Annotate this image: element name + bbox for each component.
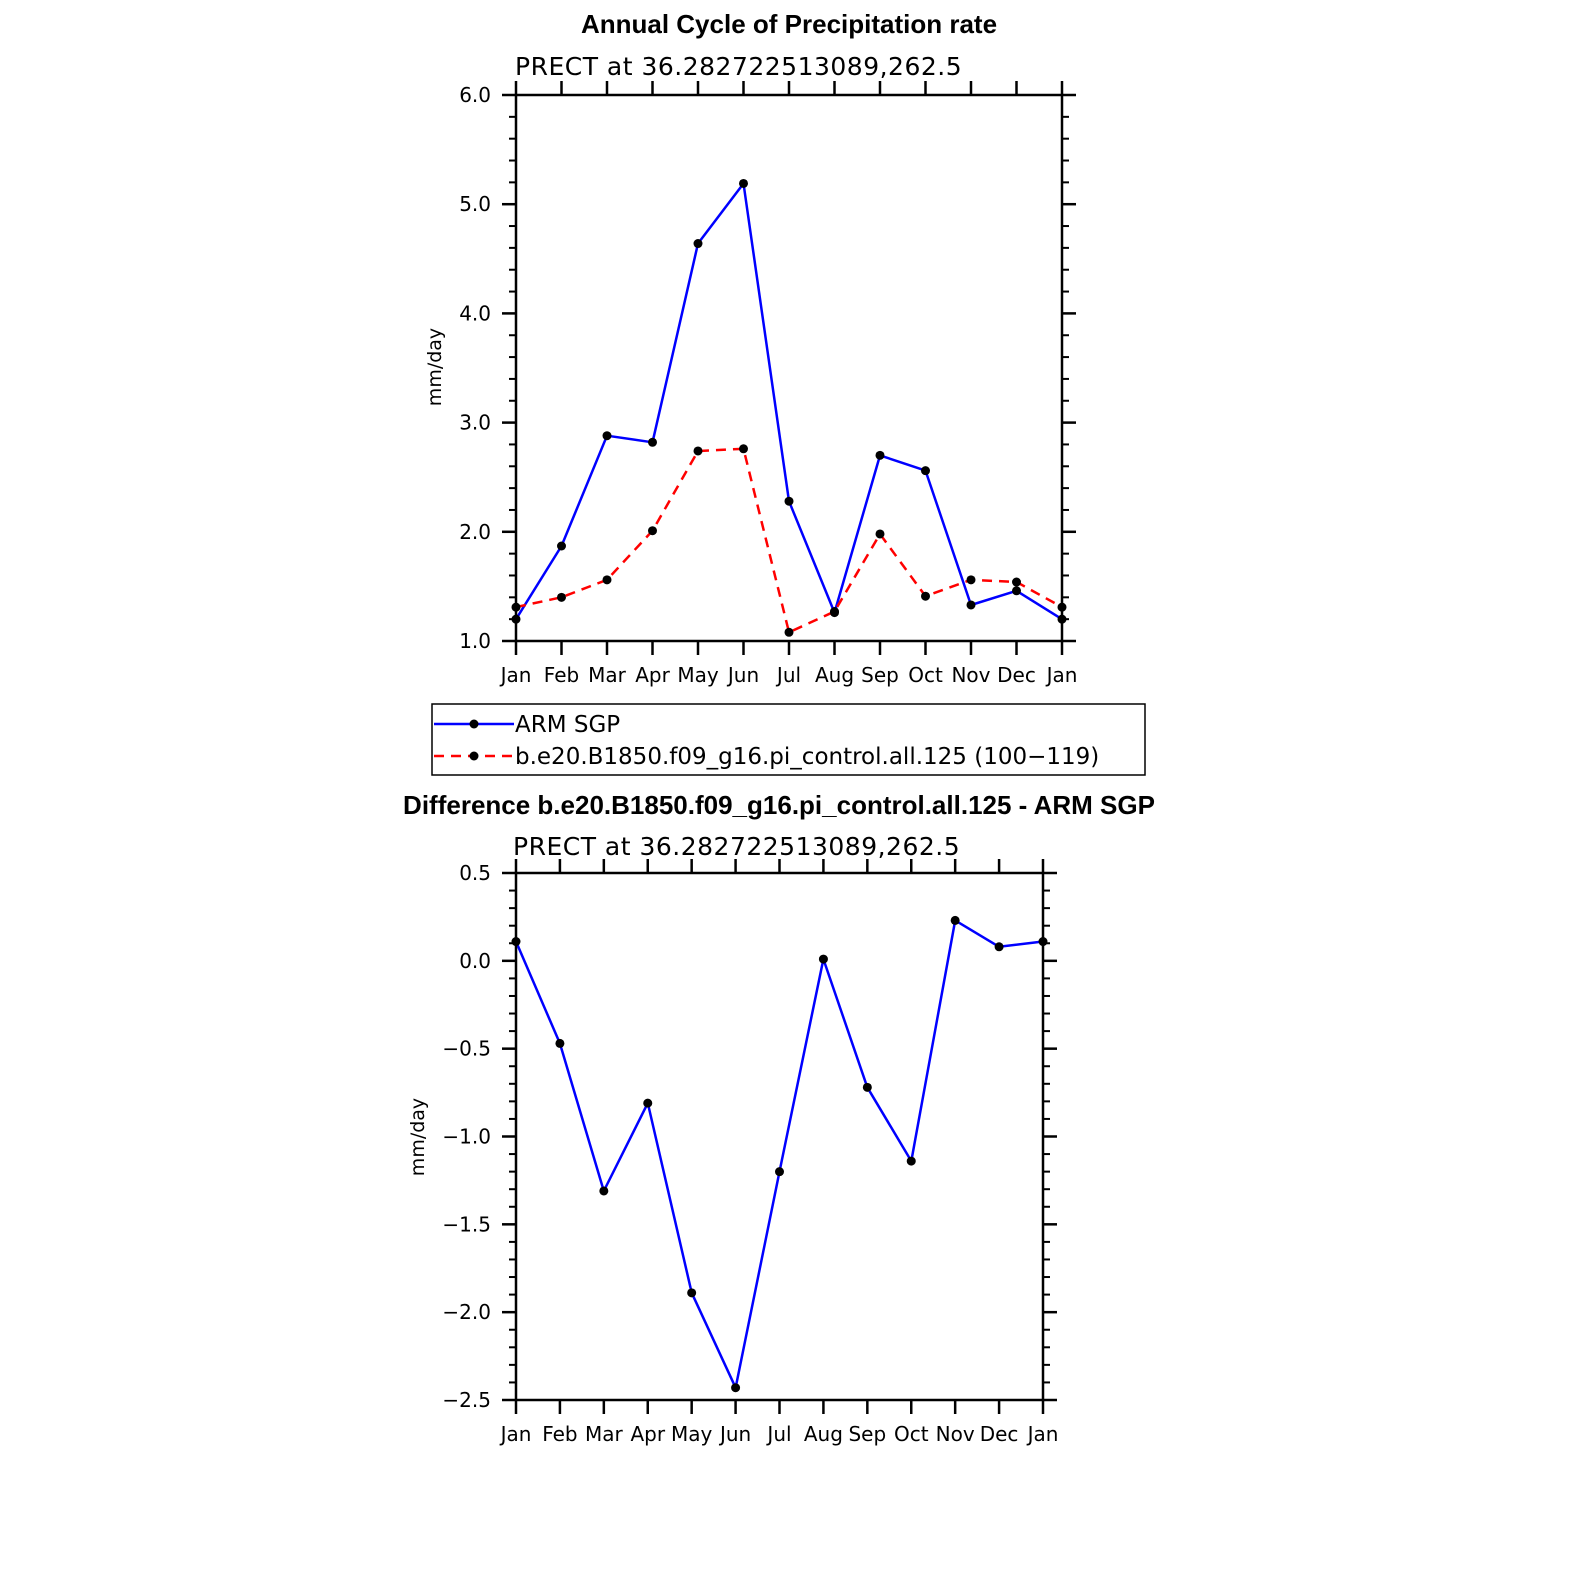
- data-point: [906, 1156, 916, 1166]
- x-tick-label: Feb: [542, 1422, 577, 1446]
- x-tick-label: Apr: [635, 663, 670, 687]
- data-point: [994, 942, 1004, 952]
- chart-subtitle: PRECT at 36.282722513089,262.5: [513, 832, 960, 861]
- data-point: [784, 627, 794, 637]
- legend-marker-arm-sgp: [469, 719, 479, 729]
- data-point: [693, 446, 703, 456]
- y-axis-label: mm/day: [407, 1098, 429, 1176]
- data-point: [921, 466, 930, 476]
- chart-subtitle: PRECT at 36.282722513089,262.5: [515, 52, 962, 81]
- legend-label-arm-sgp: ARM SGP: [515, 712, 620, 738]
- y-tick-label: 6.0: [459, 83, 491, 107]
- y-tick-label: 1.0: [459, 629, 491, 653]
- axis-ticks: [502, 859, 1057, 1414]
- x-tick-label: Nov: [936, 1422, 975, 1446]
- x-tick-label: Dec: [980, 1422, 1019, 1446]
- data-point: [693, 239, 703, 249]
- x-tick-label: Jan: [499, 663, 532, 687]
- chart-title: Annual Cycle of Precipitation rate: [581, 9, 997, 39]
- y-tick-label: −0.5: [442, 1037, 491, 1061]
- x-tick-label: Jul: [775, 663, 801, 687]
- y-tick-label: −2.5: [442, 1388, 491, 1412]
- y-tick-labels: −2.5 −2.0 −1.5 −1.0 −0.5 0.0 0.5: [442, 861, 491, 1412]
- data-point: [862, 1082, 872, 1092]
- x-tick-label: Sep: [861, 663, 899, 687]
- data-point: [739, 444, 748, 454]
- y-tick-label: 0.5: [459, 861, 491, 885]
- x-tick-label: Jun: [718, 1422, 751, 1446]
- legend: ARM SGP b.e20.B1850.f09_g16.pi_control.a…: [431, 703, 1146, 776]
- y-tick-label: 0.0: [459, 949, 491, 973]
- data-point: [1012, 577, 1021, 587]
- y-tick-label: 2.0: [459, 520, 491, 544]
- x-tick-label: Nov: [951, 663, 990, 687]
- legend-box: [431, 703, 1146, 776]
- plot-frame: [514, 871, 1045, 1402]
- data-point: [599, 1186, 609, 1196]
- x-tick-label: Oct: [894, 1422, 929, 1446]
- x-tick-label: Jun: [726, 663, 759, 687]
- series-line: [515, 447, 1063, 634]
- x-tick-label: Mar: [585, 1422, 624, 1446]
- annual-cycle-chart: Annual Cycle of Precipitation rate PRECT…: [424, 9, 1077, 687]
- legend-marker-model: [469, 751, 479, 761]
- y-tick-label: −1.0: [442, 1125, 491, 1149]
- legend-label-model: b.e20.B1850.f09_g16.pi_control.all.125 (…: [515, 744, 1099, 770]
- data-point: [557, 541, 566, 551]
- data-point: [818, 954, 828, 964]
- x-tick-label: May: [677, 663, 719, 687]
- series-group: [511, 178, 1067, 637]
- x-tick-label: Dec: [997, 663, 1036, 687]
- data-point: [966, 575, 976, 585]
- data-point: [1012, 586, 1021, 596]
- data-point: [739, 178, 748, 188]
- data-point: [966, 600, 976, 610]
- y-tick-label: 3.0: [459, 411, 491, 435]
- axis-ticks: [502, 81, 1076, 655]
- data-point: [648, 437, 657, 447]
- y-tick-labels: 1.0 2.0 3.0 4.0 5.0 6.0: [459, 83, 491, 653]
- x-tick-label: Jan: [1045, 663, 1078, 687]
- x-tick-labels: Jan Feb Mar Apr May Jun Jul Aug Sep Oct Nov Dec Jan: [499, 1422, 1059, 1446]
- y-axis-label: mm/day: [424, 328, 446, 406]
- data-point: [557, 592, 566, 602]
- x-tick-labels: Jan Feb Mar Apr May Jun Jul Aug Sep Oct Nov Dec Jan: [499, 663, 1078, 687]
- x-tick-label: Apr: [630, 1422, 665, 1446]
- y-tick-label: −1.5: [442, 1212, 491, 1236]
- x-tick-label: Mar: [588, 663, 627, 687]
- series-line: [514, 919, 1044, 1389]
- data-point: [687, 1288, 697, 1298]
- x-tick-label: Jan: [1026, 1422, 1059, 1446]
- series-group: [511, 915, 1048, 1393]
- data-point: [875, 529, 885, 539]
- data-point: [775, 1167, 784, 1177]
- x-tick-label: Feb: [544, 663, 579, 687]
- x-tick-label: Aug: [804, 1422, 843, 1446]
- x-tick-label: Jul: [765, 1422, 791, 1446]
- data-point: [875, 450, 885, 460]
- series-line: [514, 182, 1063, 621]
- y-tick-label: −2.0: [442, 1300, 491, 1324]
- x-tick-label: Jan: [499, 1422, 532, 1446]
- data-point: [950, 915, 960, 925]
- data-point: [921, 591, 930, 601]
- x-tick-label: Sep: [848, 1422, 886, 1446]
- x-tick-label: May: [671, 1422, 713, 1446]
- data-point: [648, 526, 657, 536]
- data-point: [830, 607, 839, 617]
- data-point: [602, 431, 612, 441]
- data-point: [602, 575, 612, 585]
- data-point: [784, 496, 794, 506]
- y-tick-label: 4.0: [459, 301, 491, 325]
- chart-title: Difference b.e20.B1850.f09_g16.pi_contro…: [403, 790, 1155, 820]
- difference-chart: Difference b.e20.B1850.f09_g16.pi_contro…: [403, 790, 1155, 1446]
- plot-frame: [514, 93, 1064, 643]
- data-point: [731, 1383, 741, 1393]
- y-tick-label: 5.0: [459, 192, 491, 216]
- data-point: [555, 1038, 565, 1048]
- x-tick-label: Aug: [815, 663, 854, 687]
- data-point: [643, 1098, 653, 1108]
- x-tick-label: Oct: [908, 663, 943, 687]
